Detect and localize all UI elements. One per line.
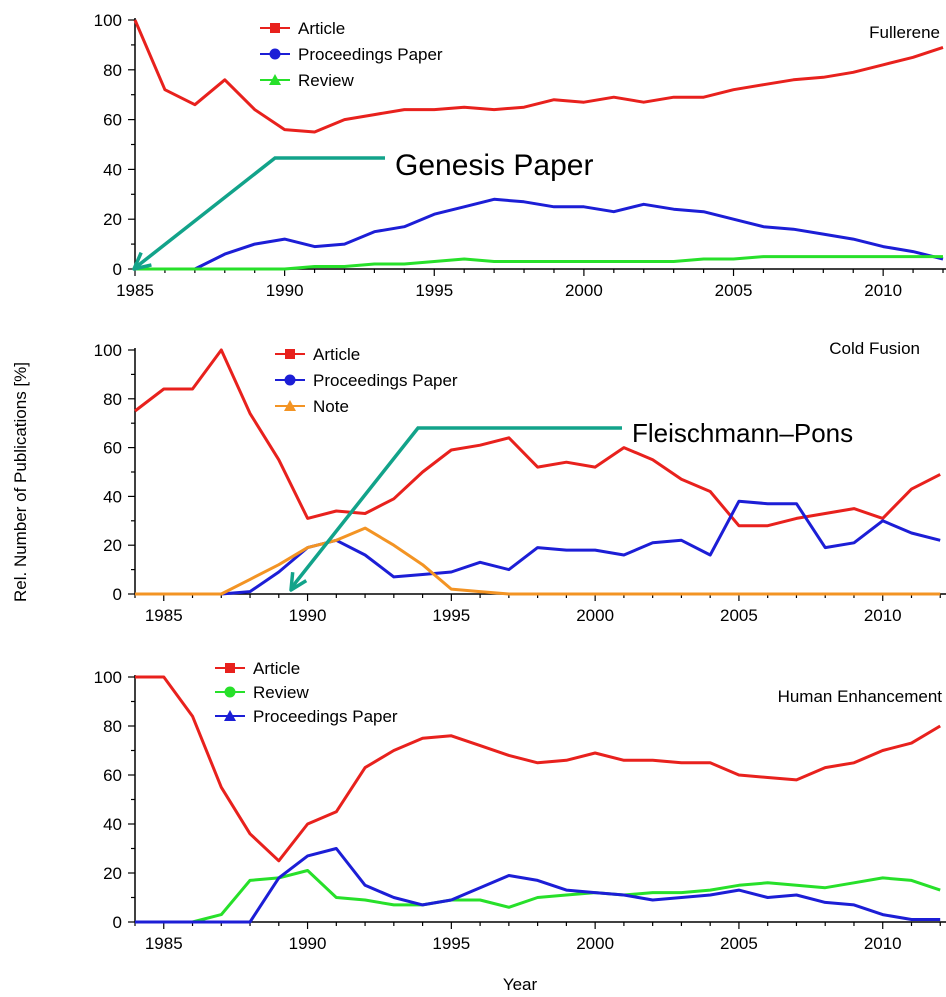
annotation: Genesis Paper — [132, 149, 593, 271]
x-tick-label: 1985 — [145, 606, 183, 625]
y-tick-label: 60 — [103, 111, 122, 130]
series-line — [135, 675, 941, 863]
y-tick-label: 60 — [103, 766, 122, 785]
x-tick-label: 1995 — [432, 606, 470, 625]
legend-entry: Proceedings Paper — [313, 371, 458, 390]
legend-entry: Note — [313, 397, 349, 416]
y-tick-label: 40 — [103, 160, 122, 179]
y-tick-label: 80 — [103, 390, 122, 409]
panel-title: Human Enhancement — [778, 687, 943, 706]
annotation-label: Genesis Paper — [395, 149, 593, 182]
y-tick-label: 20 — [103, 864, 122, 883]
x-tick-label: 1990 — [266, 281, 304, 300]
legend-marker — [269, 74, 281, 85]
y-tick-label: 100 — [94, 668, 122, 687]
legend-marker — [285, 349, 295, 359]
legend-marker — [270, 23, 280, 33]
legend: Article Proceedings Paper Note — [275, 345, 458, 416]
x-tick-label: 2005 — [715, 281, 753, 300]
legend-entry: Article — [253, 659, 300, 678]
legend-marker — [284, 400, 296, 411]
legend-marker — [284, 374, 296, 386]
x-tick-label: 2010 — [864, 281, 902, 300]
x-tick-label: 1985 — [116, 281, 154, 300]
y-tick-label: 20 — [103, 210, 122, 229]
legend-entry: Proceedings Paper — [253, 707, 398, 726]
annotation-arrow-line — [289, 426, 622, 591]
x-tick-label: 2005 — [720, 934, 758, 953]
y-tick-label: 80 — [103, 61, 122, 80]
x-tick-label: 2010 — [864, 606, 902, 625]
x-tick-label: 1995 — [432, 934, 470, 953]
series-line — [135, 499, 941, 596]
chart-panel-1: 0 20 40 60 80 100 1985 1990 1995 2000 2005 2010 Full… — [94, 11, 946, 300]
panel-title: Cold Fusion — [829, 339, 920, 358]
legend-marker — [224, 710, 236, 721]
y-tick-label: 0 — [113, 913, 122, 932]
panel-title: Fullerene — [869, 23, 940, 42]
y-tick-label: 40 — [103, 487, 122, 506]
shared-x-axis-label: Year — [503, 975, 538, 994]
annotation-arrowhead — [132, 251, 152, 271]
legend-entry: Article — [313, 345, 360, 364]
x-tick-label: 2000 — [576, 606, 614, 625]
y-tick-label: 0 — [113, 260, 122, 279]
x-tick-label: 1985 — [145, 934, 183, 953]
series-line — [133, 19, 944, 134]
legend-marker — [224, 686, 236, 698]
series-line — [135, 526, 941, 596]
legend-entry: Review — [253, 683, 309, 702]
x-tick-label: 2000 — [565, 281, 603, 300]
legend-marker — [269, 48, 281, 60]
series-line — [135, 197, 944, 271]
chart-panel-3: 0 20 40 60 80 100 1985 1990 1995 2000 2005 2010 Huma… — [94, 659, 946, 953]
y-tick-label: 20 — [103, 536, 122, 555]
legend: Article Review Proceedings Paper — [215, 659, 398, 726]
y-tick-label: 100 — [94, 341, 122, 360]
annotation-label: Fleischmann–Pons — [632, 418, 853, 448]
x-tick-label: 2000 — [576, 934, 614, 953]
x-tick-label: 1990 — [289, 606, 327, 625]
annotation: Fleischmann–Pons — [289, 418, 853, 592]
legend-entry: Review — [298, 71, 354, 90]
legend-entry: Proceedings Paper — [298, 45, 443, 64]
x-tick-label: 1995 — [415, 281, 453, 300]
x-tick-label: 2010 — [864, 934, 902, 953]
legend-entry: Article — [298, 19, 345, 38]
annotation-arrow-line — [132, 156, 385, 271]
annotation-arrowhead — [289, 572, 308, 592]
chart-panel-2: 0 20 40 60 80 100 1985 1990 1995 2000 2005 2010 Cold… — [94, 339, 946, 625]
x-tick-label: 2005 — [720, 606, 758, 625]
y-tick-label: 100 — [94, 11, 122, 30]
y-tick-label: 60 — [103, 439, 122, 458]
series-line — [135, 869, 941, 924]
series-line — [135, 255, 943, 271]
x-tick-label: 1990 — [289, 934, 327, 953]
y-tick-label: 40 — [103, 815, 122, 834]
legend-marker — [225, 663, 235, 673]
y-tick-label: 80 — [103, 717, 122, 736]
shared-y-axis-label: Rel. Number of Publications [%] — [11, 362, 30, 602]
series-line — [135, 847, 941, 924]
y-tick-label: 0 — [113, 585, 122, 604]
legend: Article Proceedings Paper Review — [260, 19, 443, 90]
